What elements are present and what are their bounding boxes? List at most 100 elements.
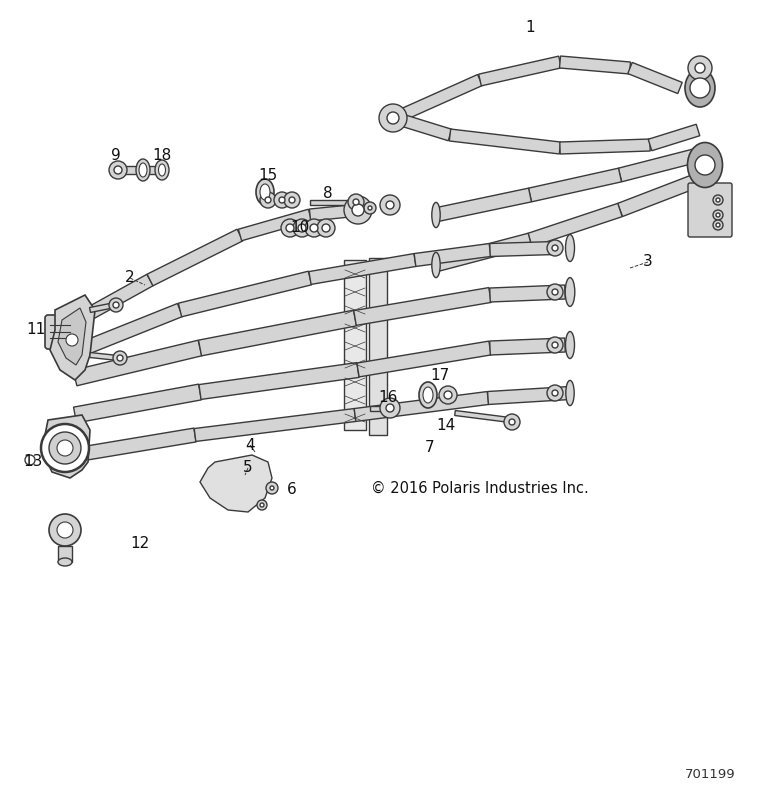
Ellipse shape [419, 382, 437, 408]
Polygon shape [199, 362, 359, 399]
Polygon shape [147, 229, 243, 286]
Polygon shape [528, 203, 622, 246]
Ellipse shape [565, 380, 575, 406]
Circle shape [379, 104, 407, 132]
Circle shape [380, 195, 400, 215]
Polygon shape [490, 338, 565, 355]
Circle shape [380, 398, 400, 418]
Text: 9: 9 [111, 147, 121, 162]
Circle shape [547, 385, 563, 401]
Polygon shape [648, 124, 699, 150]
Polygon shape [44, 415, 90, 478]
Polygon shape [354, 391, 489, 422]
Ellipse shape [155, 160, 169, 180]
Polygon shape [310, 204, 360, 221]
Text: 18: 18 [152, 147, 172, 162]
Circle shape [552, 245, 558, 251]
Ellipse shape [423, 387, 433, 403]
Circle shape [293, 219, 311, 237]
Polygon shape [488, 386, 570, 405]
Ellipse shape [565, 278, 575, 306]
Ellipse shape [58, 558, 72, 566]
Ellipse shape [158, 164, 166, 176]
Ellipse shape [687, 142, 722, 187]
Polygon shape [393, 112, 452, 141]
Polygon shape [559, 139, 650, 154]
Circle shape [552, 342, 558, 348]
Circle shape [257, 500, 267, 510]
Circle shape [49, 432, 81, 464]
Ellipse shape [431, 202, 441, 227]
Text: 12: 12 [130, 535, 150, 550]
Ellipse shape [136, 159, 150, 181]
Ellipse shape [139, 163, 147, 177]
Bar [55, 346, 65, 356]
Circle shape [504, 414, 520, 430]
Circle shape [364, 202, 376, 214]
Polygon shape [118, 166, 158, 174]
Polygon shape [478, 56, 562, 86]
Circle shape [547, 240, 563, 256]
Polygon shape [73, 303, 182, 358]
Text: 11: 11 [26, 322, 45, 338]
Circle shape [716, 213, 720, 217]
Polygon shape [200, 455, 272, 512]
Polygon shape [354, 288, 491, 326]
Circle shape [547, 284, 563, 300]
Circle shape [57, 522, 73, 538]
Polygon shape [393, 74, 482, 123]
Polygon shape [455, 410, 510, 422]
Circle shape [49, 514, 81, 546]
Circle shape [695, 155, 715, 175]
Circle shape [265, 197, 271, 203]
Ellipse shape [685, 69, 715, 107]
Text: 15: 15 [258, 167, 278, 182]
Polygon shape [414, 243, 491, 266]
Circle shape [352, 204, 364, 216]
Text: 8: 8 [323, 186, 333, 201]
Circle shape [713, 220, 723, 230]
Circle shape [439, 386, 457, 404]
Circle shape [279, 197, 285, 203]
Circle shape [322, 224, 330, 232]
Circle shape [695, 63, 705, 73]
Polygon shape [618, 148, 699, 182]
Text: 14: 14 [436, 418, 456, 433]
Circle shape [368, 206, 372, 210]
Ellipse shape [256, 179, 274, 205]
Circle shape [66, 334, 78, 346]
Circle shape [266, 482, 278, 494]
Text: 4: 4 [245, 438, 255, 453]
FancyBboxPatch shape [45, 315, 75, 349]
Circle shape [109, 161, 127, 179]
Circle shape [547, 337, 563, 353]
Circle shape [509, 419, 515, 425]
Circle shape [298, 224, 306, 232]
Circle shape [716, 198, 720, 202]
Circle shape [690, 78, 710, 98]
Polygon shape [618, 174, 700, 217]
Text: © 2016 Polaris Industries Inc.: © 2016 Polaris Industries Inc. [371, 481, 589, 495]
Polygon shape [559, 56, 631, 74]
Text: 3: 3 [643, 254, 653, 270]
Circle shape [274, 192, 290, 208]
Polygon shape [73, 384, 201, 423]
Text: 5: 5 [243, 461, 253, 475]
Circle shape [289, 197, 295, 203]
Circle shape [113, 302, 119, 308]
Circle shape [260, 503, 264, 507]
Polygon shape [90, 353, 118, 361]
Circle shape [387, 112, 399, 124]
Text: 701199: 701199 [684, 769, 735, 782]
Circle shape [41, 424, 89, 472]
Ellipse shape [260, 184, 270, 200]
Text: 17: 17 [431, 369, 450, 383]
Circle shape [270, 486, 274, 490]
Polygon shape [73, 340, 202, 386]
Circle shape [688, 56, 712, 80]
Polygon shape [195, 409, 356, 442]
Polygon shape [490, 242, 555, 257]
Text: 13: 13 [23, 454, 42, 470]
Text: 16: 16 [378, 390, 397, 406]
Bar [58, 546, 72, 562]
